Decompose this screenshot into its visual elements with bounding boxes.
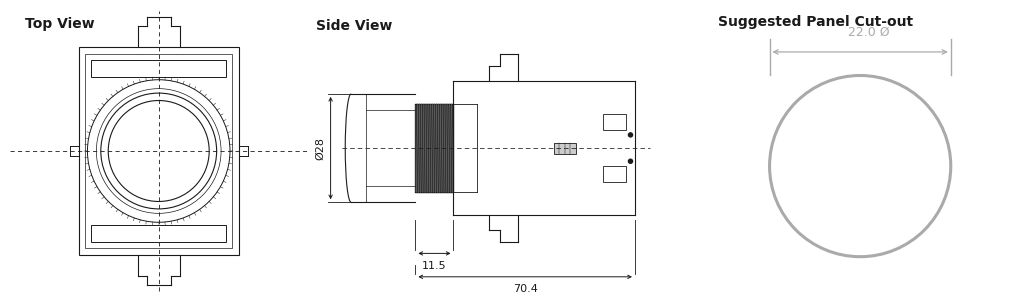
Text: Suggested Panel Cut-out: Suggested Panel Cut-out — [718, 15, 913, 29]
Bar — [603, 114, 626, 130]
Bar — [554, 143, 575, 154]
Circle shape — [629, 159, 633, 163]
Text: Ø28: Ø28 — [315, 137, 326, 159]
Text: 22.0 Ø: 22.0 Ø — [849, 25, 890, 38]
Text: 11.5: 11.5 — [422, 261, 446, 271]
Bar — [91, 59, 226, 77]
Text: 70.4: 70.4 — [513, 284, 538, 294]
Text: Side View: Side View — [316, 19, 392, 33]
Bar — [91, 225, 226, 243]
Circle shape — [629, 133, 633, 137]
Text: Top View: Top View — [25, 18, 94, 31]
Bar — [603, 166, 626, 182]
